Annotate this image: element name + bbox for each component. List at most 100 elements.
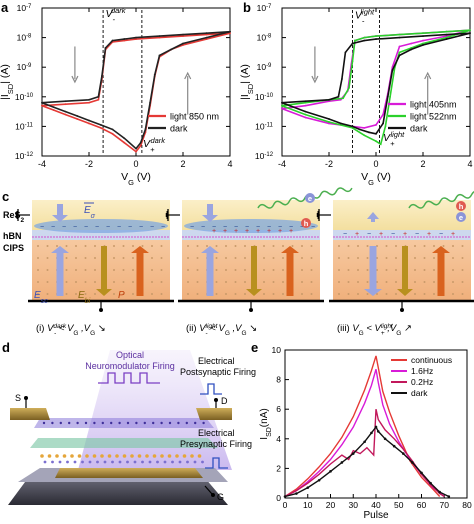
lattice-dot bbox=[263, 269, 265, 271]
series-line-bwd bbox=[281, 32, 471, 104]
lattice-dot bbox=[196, 281, 199, 283]
charge-sign: + bbox=[289, 228, 293, 235]
state-caption: (iii) VG < Vlight + ,VG ↗ bbox=[337, 323, 412, 337]
lattice-dot bbox=[395, 269, 397, 271]
data-point bbox=[111, 132, 114, 135]
data-point bbox=[422, 44, 424, 46]
panel-letter-b: b bbox=[243, 0, 251, 15]
optical-label-line1: Optical bbox=[116, 350, 144, 360]
legend-entry: light 405nm bbox=[410, 100, 457, 110]
panel-letter-d: d bbox=[2, 340, 10, 355]
charge-sign: − bbox=[95, 224, 99, 231]
data-point bbox=[88, 98, 90, 101]
y-tick-label: 2 bbox=[276, 463, 281, 473]
carrier-glyph: e bbox=[459, 213, 463, 222]
data-point bbox=[379, 143, 382, 146]
lattice-dot bbox=[160, 293, 163, 295]
panel-a: a -4 -2 0 2 4 10-12 10-11 10-10 10-9 10-8 10-7 VG (… bbox=[0, 0, 233, 187]
lattice-dot bbox=[452, 245, 454, 247]
data-point bbox=[374, 425, 378, 429]
lattice-dot bbox=[338, 257, 340, 259]
data-point bbox=[363, 440, 366, 444]
layer-label-res2: ReS2 bbox=[3, 210, 25, 224]
y-tick-label: 10-11 bbox=[15, 121, 33, 131]
lattice-dot bbox=[151, 269, 153, 271]
lattice-dot bbox=[263, 245, 265, 247]
e-bi-arrow-head bbox=[246, 289, 262, 296]
res2-atom bbox=[168, 421, 172, 425]
res2-atom bbox=[177, 421, 180, 425]
series-line-bwd bbox=[41, 30, 231, 104]
data-point bbox=[376, 430, 380, 433]
lattice-dot bbox=[291, 245, 294, 247]
x-axis-label: Pulse bbox=[363, 510, 388, 519]
lattice-dot bbox=[395, 257, 397, 259]
terminal-g-label: G bbox=[217, 492, 224, 502]
lattice-dot bbox=[301, 293, 303, 295]
data-point bbox=[135, 150, 137, 153]
lattice-dot bbox=[282, 269, 284, 271]
data-point bbox=[306, 486, 310, 489]
lattice-dot bbox=[395, 281, 397, 283]
res2-atom bbox=[68, 421, 71, 425]
data-point bbox=[135, 36, 137, 39]
data-point bbox=[52, 109, 55, 112]
terminal-s-label: S bbox=[15, 393, 21, 403]
lattice-dot bbox=[272, 257, 275, 259]
source-node bbox=[24, 396, 28, 400]
light-wave bbox=[257, 187, 353, 209]
res2-atom bbox=[59, 421, 62, 425]
res2-atom bbox=[118, 421, 121, 425]
lattice-dot bbox=[452, 257, 454, 259]
data-point bbox=[337, 95, 340, 98]
lattice-dot bbox=[113, 245, 115, 247]
series-line bbox=[284, 425, 450, 498]
data-point bbox=[328, 98, 330, 101]
data-point bbox=[52, 106, 55, 109]
gate-node bbox=[211, 493, 215, 497]
data-point bbox=[445, 33, 448, 36]
cips-atom bbox=[141, 460, 144, 464]
data-point bbox=[339, 122, 342, 125]
substrate bbox=[8, 478, 228, 505]
lattice-dot bbox=[196, 245, 199, 247]
charge-sign: − bbox=[234, 224, 238, 231]
data-point bbox=[64, 103, 67, 106]
lattice-dot bbox=[215, 257, 218, 259]
data-point bbox=[182, 33, 184, 36]
lattice-dot bbox=[65, 293, 68, 295]
data-point bbox=[144, 128, 147, 131]
cips-atom bbox=[126, 460, 129, 464]
lattice-dot bbox=[37, 257, 39, 259]
state-caption: (i) Vdark - < VG ,VG ↘ bbox=[36, 323, 106, 337]
lattice-dot bbox=[366, 257, 369, 259]
data-point bbox=[170, 48, 173, 51]
drain-node bbox=[214, 398, 218, 402]
cips-atom bbox=[81, 460, 84, 464]
x-tick-label: 4 bbox=[467, 159, 472, 169]
lattice-dot bbox=[122, 281, 125, 283]
carrier-glyph: e bbox=[308, 194, 312, 203]
lattice-dot bbox=[84, 293, 87, 295]
data-point bbox=[410, 42, 413, 45]
threshold-annotation: V-dark bbox=[105, 5, 126, 23]
data-point bbox=[41, 101, 43, 104]
lattice-dot bbox=[461, 281, 464, 283]
lattice-dot bbox=[187, 245, 189, 247]
data-point bbox=[358, 128, 361, 131]
data-point bbox=[389, 95, 391, 98]
lattice-dot bbox=[347, 293, 350, 295]
lattice-dot bbox=[132, 293, 134, 295]
cips-atom bbox=[163, 460, 167, 464]
x-tick-label: 4 bbox=[227, 159, 232, 169]
data-point bbox=[422, 35, 424, 38]
y-tick-label: 10-10 bbox=[255, 92, 274, 102]
lattice-dot bbox=[187, 257, 189, 259]
lattice-dot bbox=[160, 281, 163, 283]
lattice-dot bbox=[282, 293, 284, 295]
x-tick-label: -4 bbox=[38, 159, 46, 169]
lattice-dot bbox=[65, 245, 68, 247]
data-point bbox=[182, 42, 184, 45]
lattice-dot bbox=[433, 293, 435, 295]
x-tick-label: -4 bbox=[278, 159, 286, 169]
